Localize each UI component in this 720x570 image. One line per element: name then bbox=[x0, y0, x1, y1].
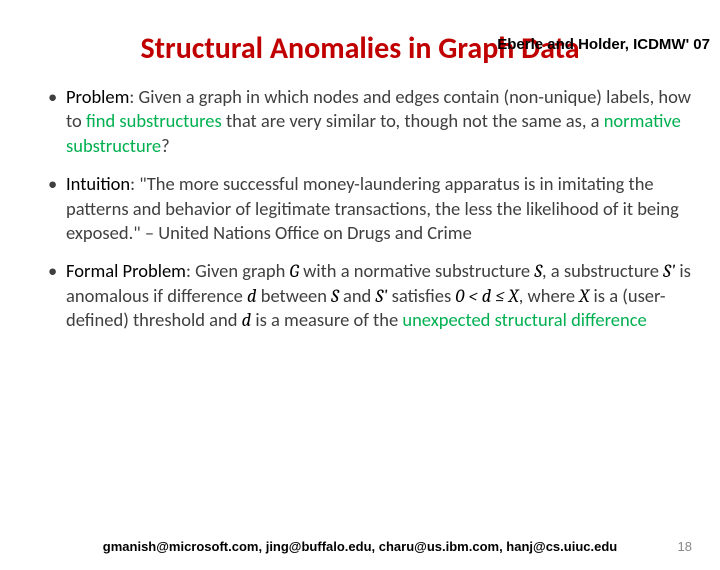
text-segment: between bbox=[257, 284, 332, 307]
text-segment: that are very similar to, though not the… bbox=[226, 109, 604, 132]
bullet-formal: Formal Problem: Given graph G with a nor… bbox=[48, 259, 692, 332]
bullet-label: Problem bbox=[66, 85, 129, 108]
page-number: 18 bbox=[678, 539, 692, 554]
text-segment: with a normative substructure bbox=[299, 259, 534, 282]
math-var: d bbox=[247, 285, 257, 307]
math-var: S bbox=[534, 260, 542, 282]
bullet-label: Formal Problem bbox=[66, 259, 186, 282]
bullet-intuition: Intuition: "The more successful money-la… bbox=[48, 172, 692, 245]
math-var: X bbox=[579, 285, 589, 307]
content-area: Problem: Given a graph in which nodes an… bbox=[0, 85, 720, 333]
text-segment: , a substructure bbox=[542, 259, 663, 282]
text-segment: , where bbox=[519, 284, 580, 307]
math-var: d bbox=[242, 309, 252, 331]
bullet-problem: Problem: Given a graph in which nodes an… bbox=[48, 85, 692, 158]
math-var: S' bbox=[663, 260, 675, 282]
highlight-text: unexpected structural difference bbox=[402, 308, 646, 331]
citation-text: Eberle and Holder, ICDMW' 07 bbox=[497, 36, 710, 53]
math-var: G bbox=[290, 260, 299, 282]
text-segment: : "The more successful money-laundering … bbox=[66, 172, 679, 244]
math-expr: 0 < d ≤ X bbox=[455, 285, 518, 307]
text-segment: is a measure of the bbox=[251, 308, 402, 331]
footer-emails: gmanish@microsoft.com, jing@buffalo.edu,… bbox=[0, 539, 720, 554]
bullet-label: Intuition bbox=[66, 172, 130, 195]
highlight-text: find substructures bbox=[86, 109, 226, 132]
math-var: S bbox=[331, 285, 339, 307]
text-segment: : Given graph bbox=[186, 259, 290, 282]
text-segment: ? bbox=[161, 134, 170, 157]
text-segment: and bbox=[339, 284, 376, 307]
text-segment: satisfies bbox=[387, 284, 455, 307]
math-var: S' bbox=[375, 285, 387, 307]
